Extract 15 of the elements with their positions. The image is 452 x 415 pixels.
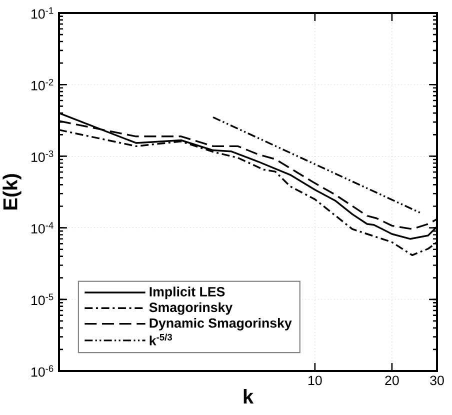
y-tick-label: 10$^{-2}$: [32, 78, 54, 90]
legend-label: Dynamic Smagorinsky: [150, 318, 292, 330]
y-tick-label: 10$^{-5}$: [32, 294, 54, 306]
y-axis-title: E(k): [2, 174, 22, 210]
x-tick-label: 20: [385, 376, 399, 386]
x-tick-label: 30: [430, 376, 444, 386]
y-tick-label: 10$^{-6}$: [32, 365, 54, 377]
legend-label: k$^{-5/3}$: [150, 334, 172, 346]
x-tick-label: 10: [308, 376, 322, 386]
x-axis-title: k: [244, 388, 254, 404]
legend-label: Implicit LES: [150, 286, 225, 300]
y-tick-label: 10$^{-4}$: [32, 222, 54, 234]
y-tick-label: 10$^{-3}$: [32, 150, 54, 162]
y-tick-label: 10$^{-1}$: [32, 7, 54, 19]
legend-label: Smagorinsky: [149, 302, 233, 315]
